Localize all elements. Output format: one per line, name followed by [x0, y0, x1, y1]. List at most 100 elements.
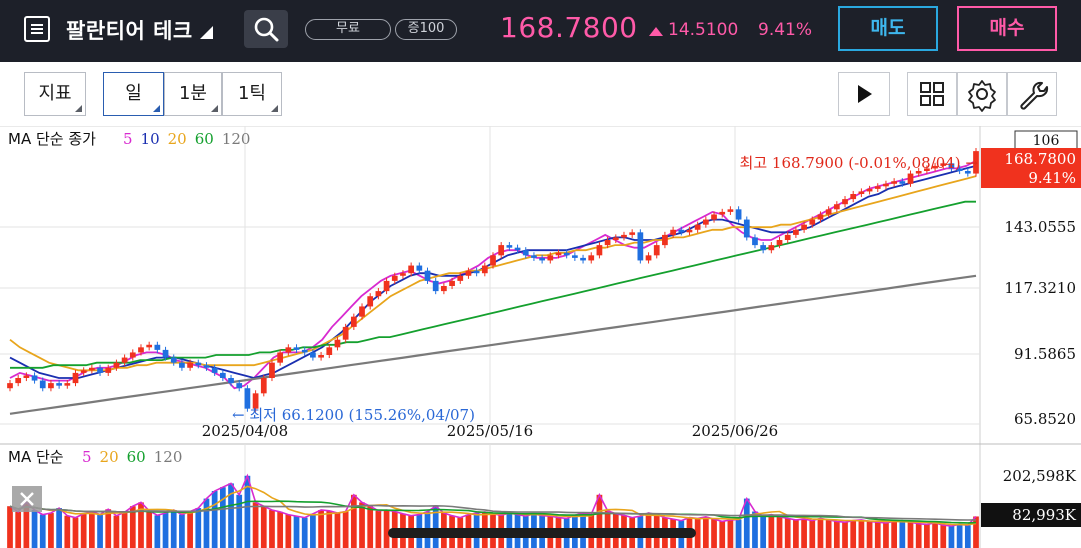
candle [129, 349, 136, 361]
volume-bar [342, 511, 349, 548]
legend-period-20: 20 [168, 130, 187, 148]
close-overlay-button[interactable] [12, 486, 42, 512]
tools-button[interactable] [1007, 72, 1057, 116]
candle [490, 252, 496, 269]
chart-toolbar: 지표 일 1분 1틱 [0, 62, 1081, 126]
volume-bar [318, 509, 324, 548]
candle [768, 242, 775, 254]
candle-body [809, 219, 816, 225]
volume-bar [146, 510, 153, 548]
candle-body [539, 257, 545, 261]
buy-button[interactable]: 매수 [957, 6, 1057, 51]
volume-bar [833, 521, 840, 548]
menu-icon[interactable] [24, 16, 50, 42]
candle [883, 180, 889, 190]
high-annotation: 최고 168.7900 (-0.01%,08/04) → [740, 154, 979, 172]
candle-body [441, 286, 447, 292]
candle [760, 242, 767, 254]
candle [219, 369, 226, 382]
volume-bar [219, 487, 226, 548]
sell-button[interactable]: 매도 [838, 6, 938, 51]
period-1min-button[interactable]: 1분 [164, 72, 222, 116]
candle [571, 252, 578, 261]
candle [514, 244, 521, 254]
current-price-box [981, 148, 1081, 188]
volume-ma-lines [9, 473, 977, 527]
candle-body [154, 344, 161, 350]
legend-period-20: 20 [100, 448, 119, 466]
candle-body [555, 252, 562, 256]
volume-ma-line-120 [9, 504, 977, 521]
candle-body [743, 219, 750, 238]
volume-bar [97, 514, 103, 548]
volume-bar [301, 517, 308, 548]
volume-bar [228, 483, 234, 548]
candle [825, 206, 832, 218]
candle-body [629, 232, 636, 235]
period-day-button[interactable]: 일 [103, 72, 164, 116]
candle [563, 249, 570, 259]
y-axis-label-2: 117.3210 [1004, 279, 1076, 297]
candle [7, 380, 13, 392]
stock-name[interactable]: 팔란티어 테크 [66, 19, 193, 43]
candle [162, 346, 169, 361]
volume-bar [334, 513, 341, 548]
candle-body [367, 296, 374, 307]
play-button[interactable] [838, 72, 890, 116]
candle [694, 221, 701, 233]
y-axis-label-1: 143.0555 [1004, 218, 1076, 236]
volume-max-label: 202,598K [1003, 467, 1077, 485]
candle [195, 359, 202, 369]
settings-button[interactable] [957, 72, 1007, 116]
chart-area[interactable]: MA 단순 종가 5 10 20 60 120 MA 단순 5 20 60 120 106 1… [0, 125, 1081, 548]
volume-bar [72, 517, 79, 548]
candle-body [195, 362, 202, 366]
candle [228, 374, 234, 387]
dropdown-corner-icon [75, 105, 82, 112]
volume-bar [784, 518, 791, 548]
candle-body [850, 194, 857, 200]
candle [367, 293, 374, 310]
candle-body [604, 240, 611, 246]
close-icon [20, 492, 34, 506]
candle [39, 377, 46, 392]
candle [833, 201, 840, 213]
candle-body [883, 183, 889, 187]
candle [121, 354, 128, 366]
candle-body [383, 280, 390, 292]
candle [301, 346, 308, 356]
volume-bar [858, 519, 865, 548]
volume-bar [727, 519, 734, 548]
free-badge[interactable]: 무료 [305, 19, 391, 40]
stock-dropdown-caret-icon[interactable] [200, 26, 213, 39]
candle [318, 351, 324, 361]
period-1tick-button[interactable]: 1틱 [222, 72, 282, 116]
candle-body [964, 171, 971, 174]
search-button[interactable] [244, 10, 288, 48]
candle-body [301, 349, 308, 353]
volume-bar [383, 509, 390, 548]
x-axis-label-2: 2025/05/16 [447, 422, 533, 440]
dropdown-corner-icon [153, 105, 160, 112]
candle-body [162, 349, 169, 358]
layout-button[interactable] [907, 72, 957, 116]
volume-bar [793, 519, 799, 548]
indicator-button[interactable]: 지표 [24, 72, 86, 116]
volume-bar [179, 514, 185, 548]
chart-scroll-handle[interactable] [388, 528, 696, 538]
legend-period-5: 5 [123, 130, 133, 148]
volume-bar [211, 490, 218, 548]
candle-body [522, 250, 529, 256]
candle [973, 148, 979, 177]
candle-body [752, 237, 758, 246]
candle [719, 208, 726, 218]
volume-bar [743, 498, 750, 548]
candle [637, 229, 644, 264]
margin-badge[interactable]: 증100 [395, 19, 457, 40]
volume-bar [817, 518, 824, 548]
price-legend-prefix: MA 단순 종가 [8, 130, 96, 148]
candle [97, 364, 103, 376]
candle-body [907, 173, 914, 184]
candle-body [498, 245, 505, 256]
candle-body [56, 383, 62, 386]
